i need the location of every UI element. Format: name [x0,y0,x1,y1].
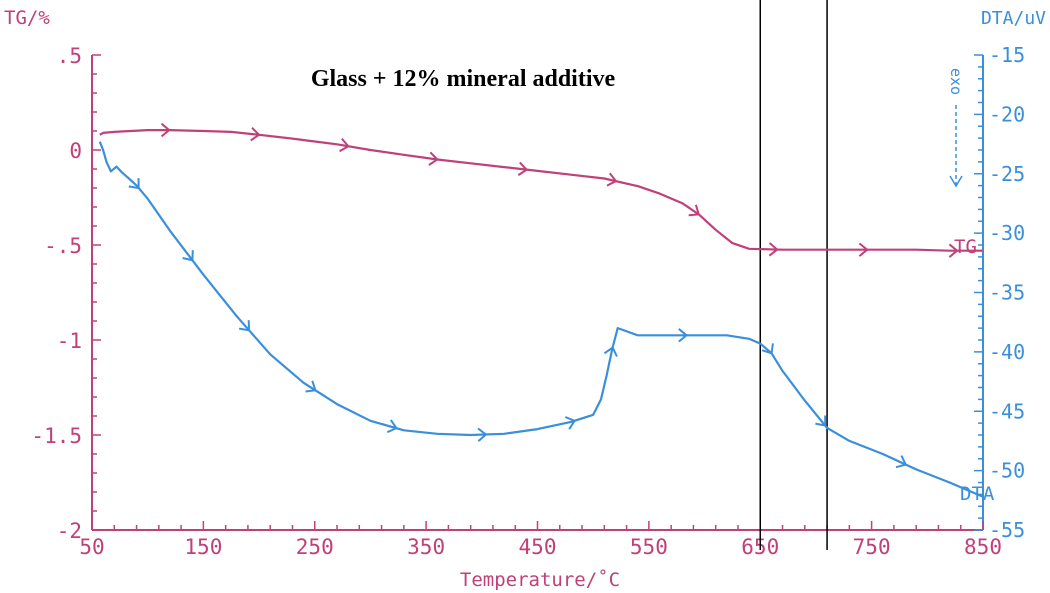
direction-arrow-icon [160,122,171,138]
dta-series-line [98,141,984,498]
y-right-tick-label: -50 [989,459,1025,483]
direction-arrow-icon [603,345,618,357]
y-right-tick-label: -30 [989,221,1025,245]
y-right-axis-title: DTA/uV [981,8,1046,29]
direction-arrow-icon [606,172,618,187]
direction-arrow-icon [128,178,140,190]
direction-arrow-icon [815,415,827,427]
direction-arrow-icon [250,126,261,142]
y-left-axis-title: TG/% [4,7,50,29]
x-tick-label: 350 [407,535,445,559]
direction-arrow-icon [339,137,350,153]
exo-text: exo [947,68,965,95]
tg-series-line [99,129,983,252]
direction-arrow-icon [564,416,577,430]
y-right-tick-label: -35 [989,281,1025,305]
direction-arrow-icon [517,161,529,176]
x-tick-label: 50 [79,535,104,559]
direction-arrow-icon [386,419,398,434]
direction-arrow-icon [238,320,251,332]
y-right-tick-label: -45 [989,399,1025,423]
tg-series-label: TG [954,236,977,258]
axes: 50 150 250 350 450 550 650 750 850.50-.5-1-1.5-2… [31,43,1025,559]
chart-title: Glass + 12% mineral additive [311,66,616,92]
y-right-tick-label: -25 [989,162,1025,186]
series-layer [98,122,984,498]
y-right-tick-label: -15 [989,43,1025,67]
exo-indicator: exo [947,68,965,188]
direction-arrow-icon [305,380,317,393]
y-right-tick-label: -40 [989,340,1025,364]
direction-arrow-icon [182,250,194,262]
exo-arrow-icon [949,175,963,188]
direction-arrow-icon [761,343,774,355]
y-left-tick-label: -1.5 [31,424,82,448]
y-right-tick-label: -20 [989,102,1025,126]
y-left-tick-label: -.5 [44,234,82,258]
direction-arrow-icon [678,328,689,343]
y-right-tick-label: -55 [989,518,1025,542]
direction-arrow-icon [768,242,779,257]
dta-direction-arrows [128,178,908,469]
direction-arrow-icon [428,151,439,166]
direction-arrow-icon [477,427,488,442]
direction-arrow-icon [895,455,908,469]
x-tick-label: 150 [184,535,222,559]
x-tick-label: 450 [519,535,557,559]
x-tick-label: 550 [630,535,668,559]
y-left-tick-label: -2 [57,519,82,543]
dta-series-label: DTA [960,483,995,505]
tg-direction-arrows [160,122,959,258]
x-tick-label: 850 [964,535,1002,559]
direction-arrow-icon [948,243,959,258]
y-left-tick-label: 0 [69,139,82,163]
direction-arrow-icon [858,242,869,257]
x-tick-label: 750 [853,535,891,559]
vertical-markers [759,0,828,550]
direction-arrow-icon [688,204,701,217]
y-left-tick-label: -1 [57,329,82,353]
x-axis-title: Temperature/˚C [460,569,620,591]
x-tick-label: 250 [296,535,334,559]
y-left-tick-label: .5 [57,44,82,68]
